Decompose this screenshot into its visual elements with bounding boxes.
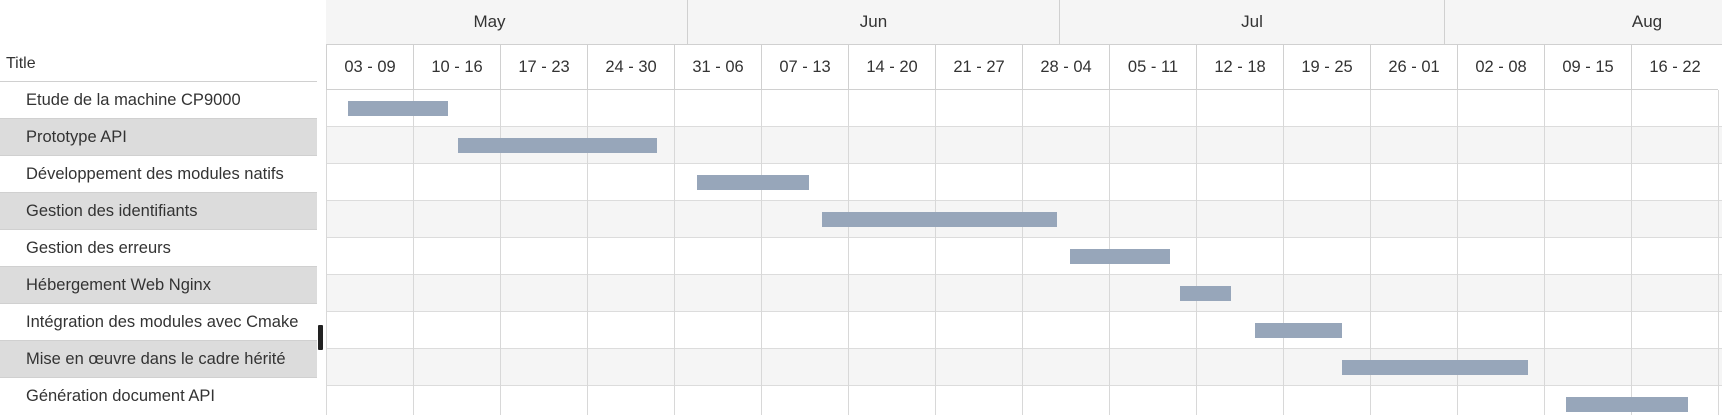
week-cell: 17 - 23 — [500, 45, 587, 90]
grid-line — [761, 90, 762, 415]
week-cell: 03 - 09 — [326, 45, 413, 90]
task-bar[interactable] — [697, 175, 809, 190]
grid-line — [1022, 90, 1023, 415]
timeline-grid-row — [326, 386, 1722, 415]
task-bar[interactable] — [1070, 249, 1170, 264]
task-title: Génération document API — [26, 386, 215, 405]
task-bar[interactable] — [822, 212, 1057, 227]
grid-line — [1283, 90, 1284, 415]
timeline-grid-row — [326, 90, 1722, 127]
timeline-grid-row — [326, 164, 1722, 201]
month-cell: Jun — [687, 0, 1059, 45]
task-row[interactable]: Intégration des modules avec Cmake — [0, 303, 317, 340]
week-cell: 21 - 27 — [935, 45, 1022, 90]
grid-line — [1631, 90, 1632, 415]
week-cell: 07 - 13 — [761, 45, 848, 90]
grid-line — [326, 90, 327, 415]
week-cell: 19 - 25 — [1283, 45, 1370, 90]
grid-line — [935, 90, 936, 415]
week-cell: 24 - 30 — [587, 45, 674, 90]
task-row[interactable]: Développement des modules natifs — [0, 155, 317, 192]
timeline-pane: May Jun Jul Aug 03 - 09 10 - 16 17 - 23 24 - 3… — [326, 0, 1722, 415]
grid-line — [1370, 90, 1371, 415]
pane-splitter-handle[interactable] — [318, 325, 323, 350]
grid-line — [587, 90, 588, 415]
grid-line — [1457, 90, 1458, 415]
week-cell: 10 - 16 — [413, 45, 500, 90]
grid-line — [1544, 90, 1545, 415]
task-bar[interactable] — [348, 101, 448, 116]
task-row[interactable]: Gestion des identifiants — [0, 192, 317, 229]
grid-line — [1718, 90, 1719, 415]
task-bar[interactable] — [1566, 397, 1688, 412]
grid-line — [848, 90, 849, 415]
week-cell: 05 - 11 — [1109, 45, 1196, 90]
task-bar[interactable] — [1255, 323, 1342, 338]
week-cell: 09 - 15 — [1544, 45, 1631, 90]
timeline-grid-row — [326, 312, 1722, 349]
grid-line — [1196, 90, 1197, 415]
task-title: Hébergement Web Nginx — [26, 275, 211, 294]
week-cell: 02 - 08 — [1457, 45, 1544, 90]
task-row[interactable]: Hébergement Web Nginx — [0, 266, 317, 303]
task-row[interactable]: Etude de la machine CP9000 — [0, 81, 317, 118]
task-row[interactable]: Gestion des erreurs — [0, 229, 317, 266]
grid-line — [413, 90, 414, 415]
month-cell: Aug — [1444, 0, 1722, 45]
task-row[interactable]: Mise en œuvre dans le cadre hérité — [0, 340, 317, 377]
week-cell: 12 - 18 — [1196, 45, 1283, 90]
month-cell: Jul — [1059, 0, 1444, 45]
grid-line — [500, 90, 501, 415]
task-title: Prototype API — [26, 127, 127, 146]
timeline-grid-row — [326, 238, 1722, 275]
week-cell: 16 - 22 — [1631, 45, 1718, 90]
week-cell: 26 - 01 — [1370, 45, 1457, 90]
task-title: Mise en œuvre dans le cadre hérité — [26, 349, 286, 368]
task-title: Gestion des erreurs — [26, 238, 171, 257]
title-column-header[interactable]: Title — [6, 55, 36, 72]
task-title: Développement des modules natifs — [26, 164, 284, 183]
task-title: Etude de la machine CP9000 — [26, 90, 241, 109]
task-row[interactable]: Génération document API — [0, 377, 317, 414]
task-bar[interactable] — [1180, 286, 1231, 301]
timeline-grid-row — [326, 275, 1722, 312]
task-title: Intégration des modules avec Cmake — [26, 312, 299, 331]
grid-line — [674, 90, 675, 415]
week-cell: 14 - 20 — [848, 45, 935, 90]
task-bar[interactable] — [1342, 360, 1528, 375]
task-list-pane: Title Etude de la machine CP9000 Prototyp… — [0, 0, 317, 415]
task-bar[interactable] — [458, 138, 657, 153]
task-title: Gestion des identifiants — [26, 201, 198, 220]
month-cell: May — [326, 0, 687, 45]
task-row[interactable]: Prototype API — [0, 118, 317, 155]
week-cell: 28 - 04 — [1022, 45, 1109, 90]
week-cell: 31 - 06 — [674, 45, 761, 90]
